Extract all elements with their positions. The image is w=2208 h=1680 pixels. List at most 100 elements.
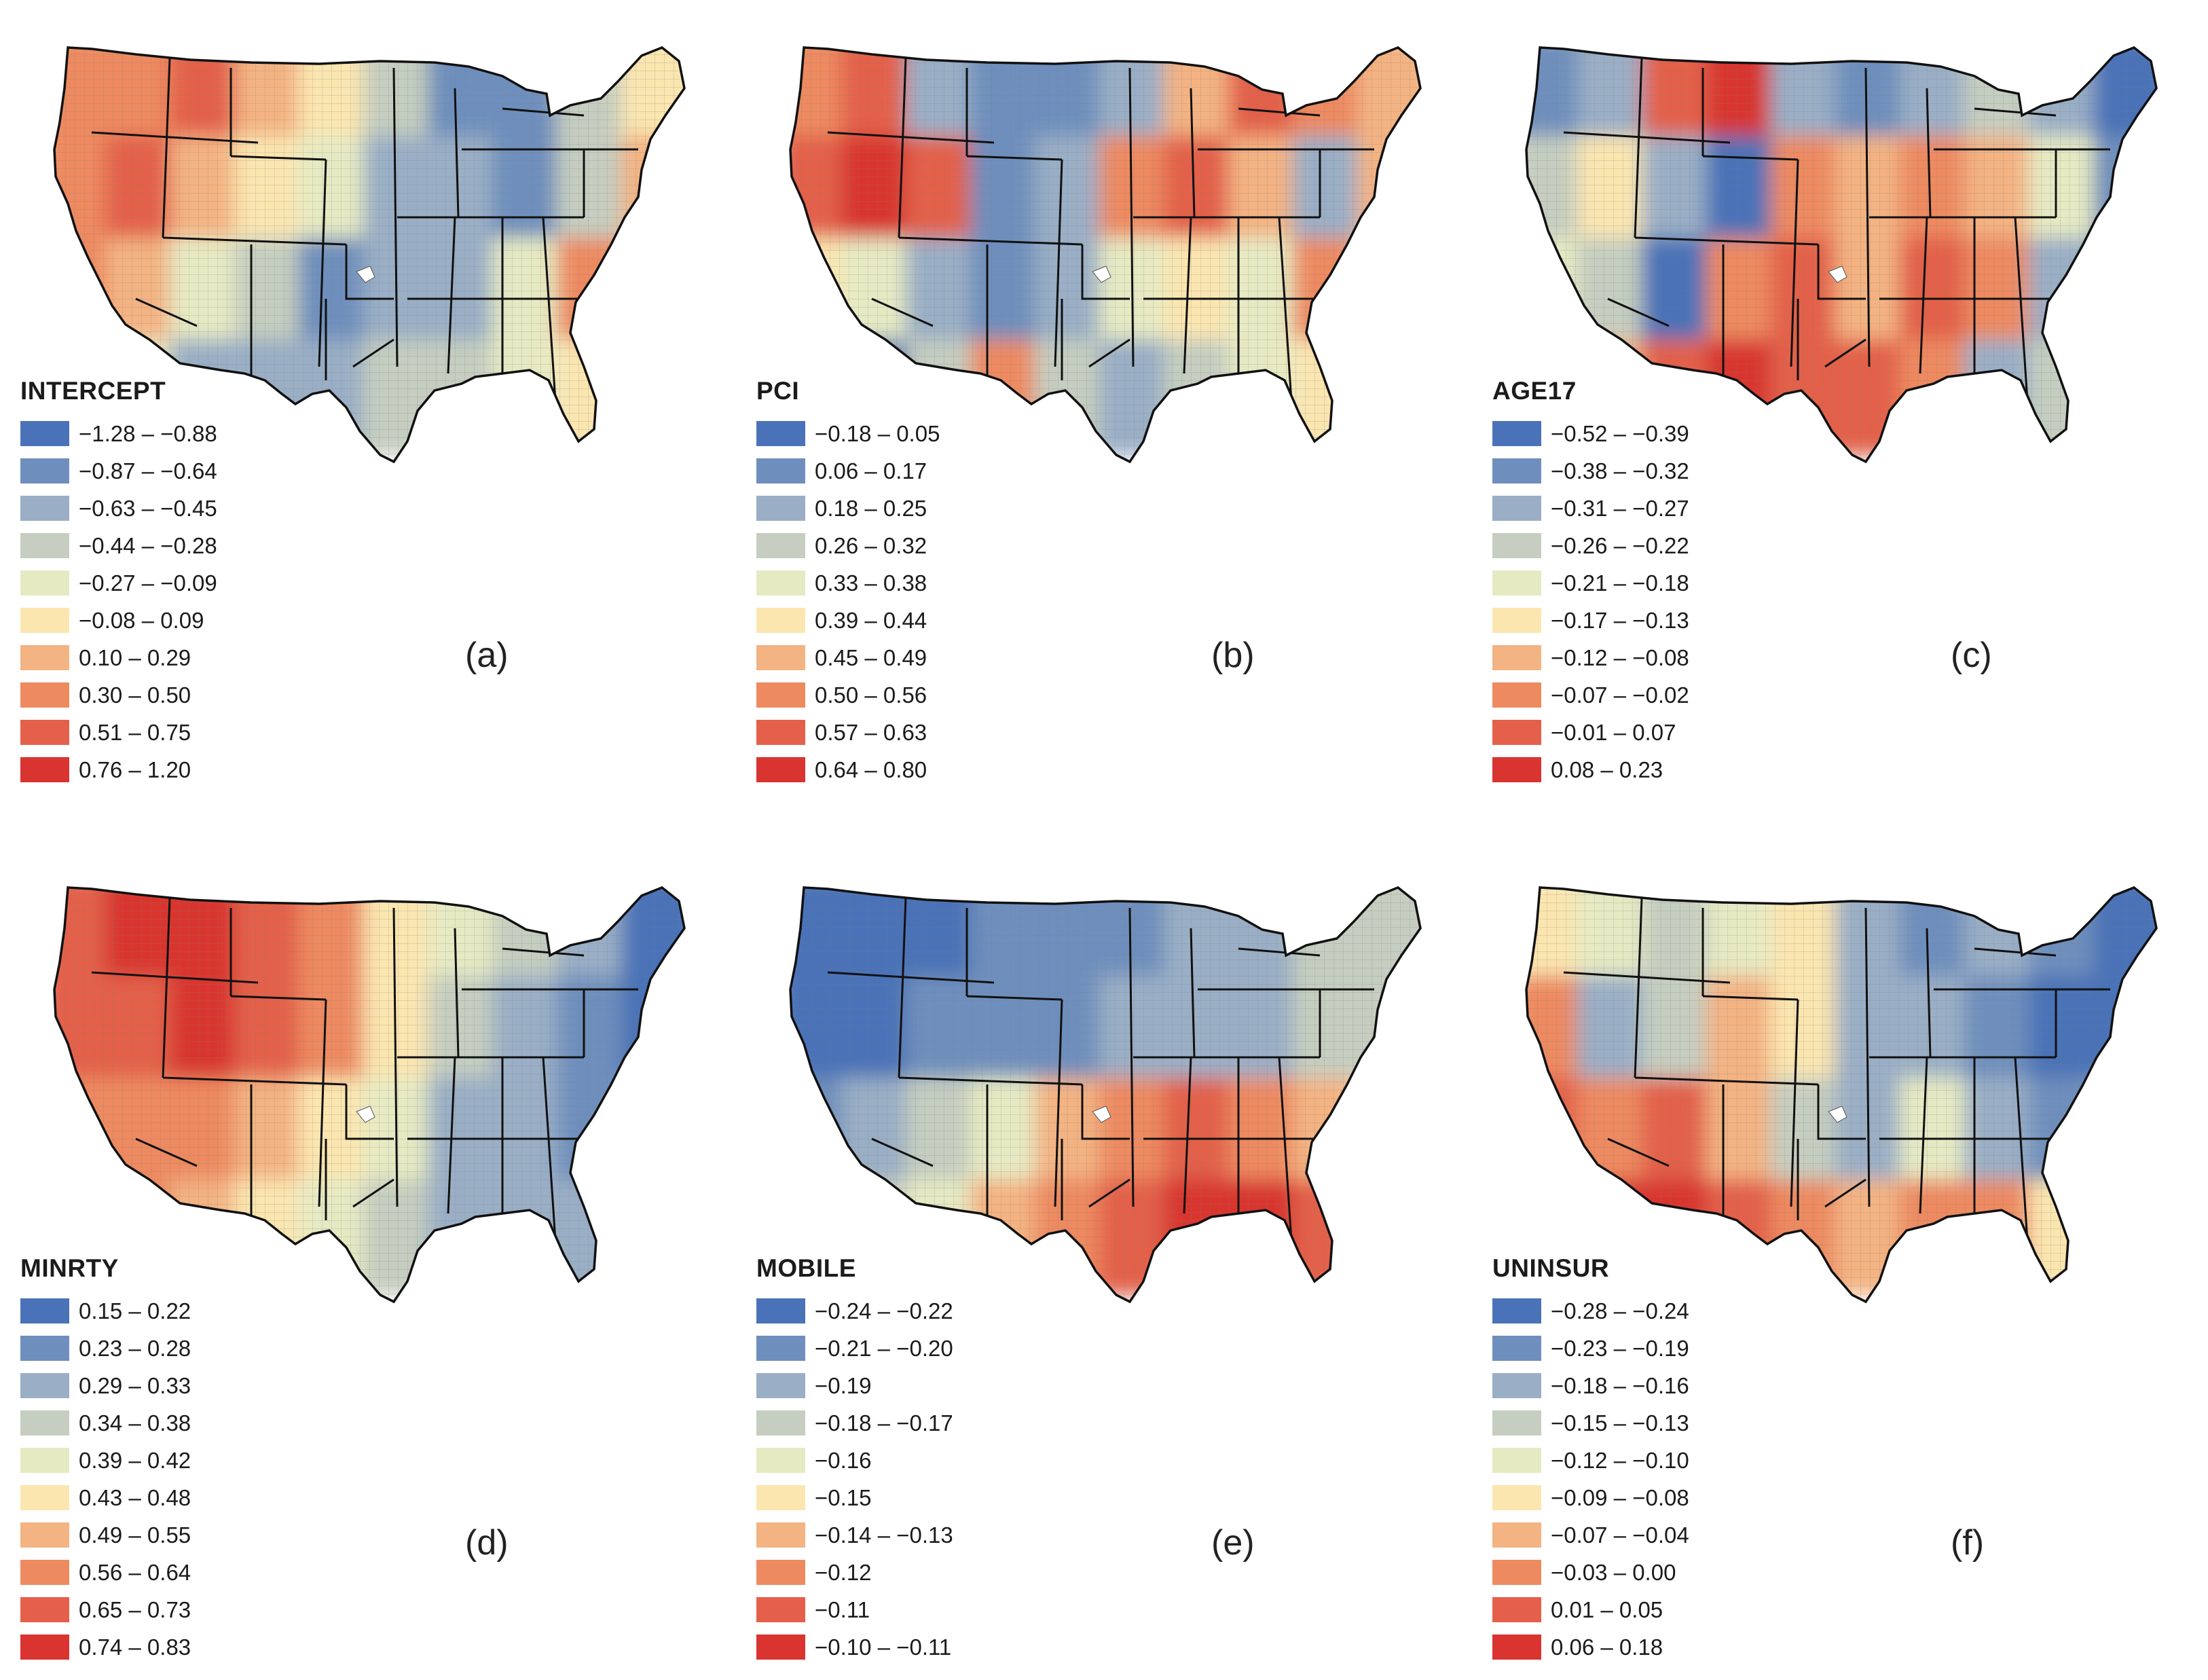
state-boundary — [454, 88, 460, 218]
legend-swatch — [1492, 421, 1541, 446]
legend-swatch — [20, 1336, 69, 1361]
legend-swatch — [1492, 458, 1541, 483]
us-outline — [789, 885, 1422, 1304]
legend-item: −0.27 – −0.09 — [20, 564, 217, 602]
legend-label: −0.14 – −0.13 — [815, 1522, 953, 1548]
legend-label: −0.12 — [815, 1559, 872, 1585]
legend-swatch — [20, 1373, 69, 1398]
legend-label: −0.12 – −0.08 — [1551, 644, 1689, 670]
legend-item: 0.64 – 0.80 — [756, 751, 940, 788]
legend-label: −0.16 — [815, 1447, 872, 1473]
legend-swatch — [756, 682, 805, 708]
legend-item: −0.18 – 0.05 — [756, 415, 940, 452]
legend-title: AGE17 — [1492, 377, 1577, 405]
legend-swatch — [756, 720, 805, 745]
map-region — [621, 238, 684, 353]
legend-label: 0.74 – 0.83 — [79, 1634, 191, 1660]
legend-item: −0.18 – −0.17 — [756, 1404, 953, 1442]
legend-label: −0.63 – −0.45 — [79, 495, 217, 521]
map-region — [1357, 238, 1420, 353]
legend-label: 0.08 – 0.23 — [1551, 756, 1663, 782]
legend-swatch — [20, 1522, 69, 1548]
state-boundary — [392, 67, 399, 367]
legend-label: −0.24 – −0.22 — [815, 1298, 953, 1323]
legend-swatch — [756, 608, 805, 633]
legend-item: −0.21 – −0.18 — [1492, 564, 1689, 602]
legend-swatch — [20, 458, 69, 483]
state-boundary — [1702, 155, 1799, 161]
legend-title: INTERCEPT — [20, 377, 166, 405]
panel-f: UNINSUR −0.28 – −0.24 −0.23 – −0.19 −0.18 … — [1472, 840, 2208, 1680]
legend-item: −0.87 – −0.64 — [20, 452, 217, 490]
legend-label: 0.45 – 0.49 — [815, 644, 927, 670]
no-data-area — [1828, 266, 1847, 283]
legend-swatch — [756, 1410, 805, 1436]
legend-item: −0.07 – −0.04 — [1492, 1516, 1689, 1554]
state-boundary — [1607, 1137, 1670, 1167]
legend-swatch — [756, 1522, 805, 1548]
state-boundary — [162, 1076, 347, 1086]
legend-item: 0.23 – 0.28 — [20, 1330, 191, 1367]
panel-label-c: (c) — [1951, 636, 1992, 675]
legend-item: 0.39 – 0.42 — [20, 1442, 191, 1479]
legend-swatch — [20, 1410, 69, 1436]
map-region — [2093, 238, 2156, 353]
legend-swatch — [756, 645, 805, 670]
panel-label-d: (d) — [465, 1523, 509, 1563]
legend-c: AGE17 −0.52 – −0.39 −0.38 – −0.32 −0.31 – … — [1492, 377, 1689, 788]
legend-item: 0.57 – 0.63 — [756, 714, 940, 751]
legend-item: 0.26 – 0.32 — [756, 527, 940, 564]
us-outline — [789, 45, 1422, 464]
legend-swatch — [756, 1336, 805, 1361]
state-boundary — [345, 244, 394, 300]
us-outline — [1525, 45, 2158, 464]
panel-label-e: (e) — [1211, 1523, 1255, 1563]
choropleth-map-c — [1525, 45, 2158, 464]
legend-swatch — [756, 1597, 805, 1622]
legend-item: −0.28 – −0.24 — [1492, 1292, 1689, 1330]
legend-label: −0.18 – −0.16 — [1551, 1372, 1689, 1398]
legend-item: −0.09 – −0.08 — [1492, 1479, 1689, 1516]
legend-label: 0.57 – 0.63 — [815, 719, 927, 745]
legend-swatch — [20, 496, 69, 521]
legend-swatch — [1492, 1597, 1541, 1622]
state-boundary — [352, 338, 394, 368]
legend-item: −0.12 — [756, 1554, 953, 1591]
state-boundary — [345, 1084, 394, 1140]
legend-label: −0.28 – −0.24 — [1551, 1298, 1689, 1323]
legend-label: −0.52 – −0.39 — [1551, 420, 1689, 446]
legend-label: 0.49 – 0.55 — [79, 1522, 191, 1548]
legend-swatch — [1492, 1373, 1541, 1398]
legend-item: 0.45 – 0.49 — [756, 639, 940, 676]
state-boundary — [1607, 297, 1670, 327]
legend-e: MOBILE −0.24 – −0.22 −0.21 – −0.20 −0.19 −0… — [756, 1254, 953, 1666]
no-data-area — [356, 1106, 375, 1123]
state-boundary — [2014, 1057, 2030, 1262]
legend-label: 0.10 – 0.29 — [79, 644, 191, 670]
legend-item: 0.06 – 0.18 — [1492, 1628, 1689, 1666]
legend-swatch — [756, 458, 805, 483]
legend-item: −0.21 – −0.20 — [756, 1330, 953, 1367]
no-data-area — [1092, 266, 1111, 283]
state-boundary — [165, 897, 171, 990]
state-boundary — [1081, 244, 1130, 300]
legend-label: −0.44 – −0.28 — [79, 532, 217, 558]
legend-item: −0.17 – −0.13 — [1492, 602, 1689, 639]
legend-swatch — [756, 1373, 805, 1398]
panel-label-a: (a) — [465, 636, 509, 675]
state-boundary — [1128, 907, 1135, 1207]
state-boundary — [898, 989, 904, 1078]
state-boundary — [1634, 236, 1819, 246]
legend-swatch — [756, 1560, 805, 1585]
state-boundary — [135, 297, 198, 327]
legend-f: UNINSUR −0.28 – −0.24 −0.23 – −0.19 −0.18 … — [1492, 1254, 1689, 1666]
map-region — [621, 1078, 684, 1193]
choropleth-map-a — [53, 45, 686, 464]
legend-swatch — [756, 421, 805, 446]
legend-swatch — [1492, 1560, 1541, 1585]
state-boundary — [901, 897, 907, 990]
legend-swatch — [20, 1597, 69, 1622]
legend-label: −0.08 – 0.09 — [79, 607, 204, 633]
legend-label: −0.17 – −0.13 — [1551, 607, 1689, 633]
us-outline — [53, 45, 686, 464]
